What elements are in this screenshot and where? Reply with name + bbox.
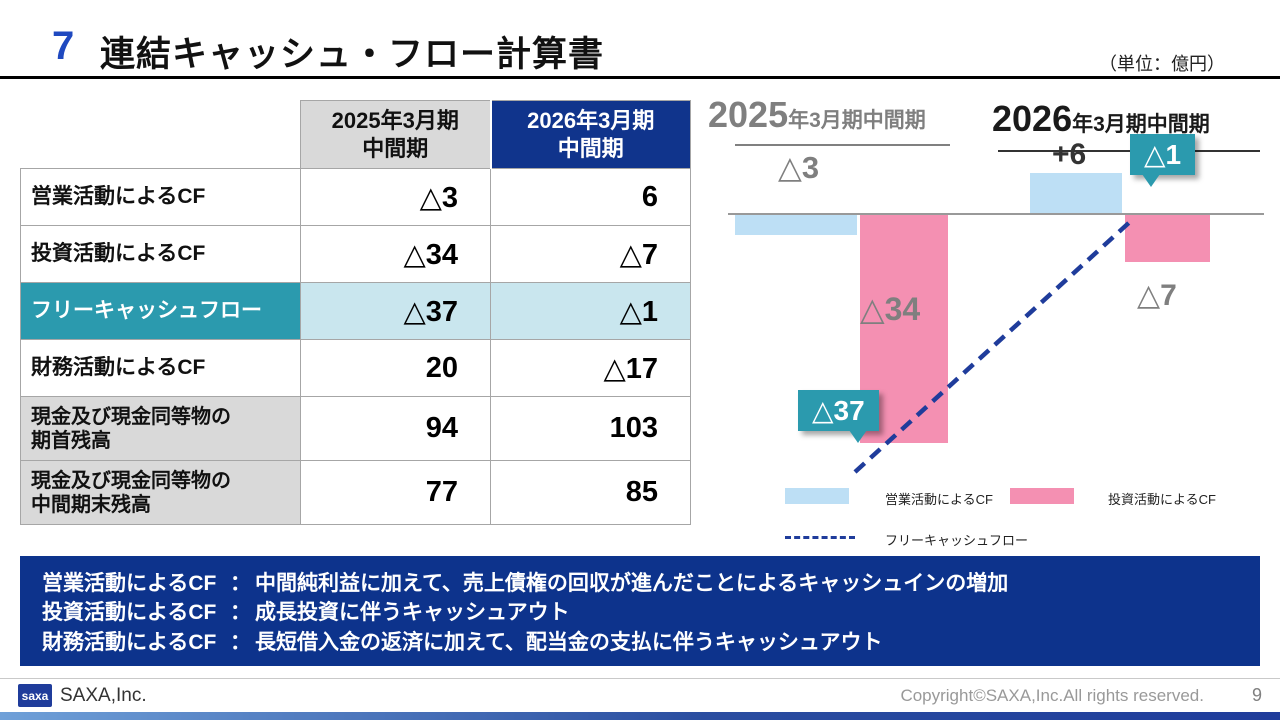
- row-value-2026: △17: [490, 339, 691, 397]
- bar-operating-2025: [735, 215, 857, 235]
- table-row-cash-beginning: 現金及び現金同等物の 期首残高 94 103: [20, 396, 691, 461]
- page-title: 連結キャッシュ・フロー計算書: [100, 35, 605, 74]
- note-text: 中間純利益に加えて、売上債権の回収が進んだことによるキャッシュインの増加: [255, 572, 1009, 595]
- label-operating-2026: +6: [1052, 138, 1087, 171]
- note-line-operating: 営業活動によるCF ： 中間純利益に加えて、売上債権の回収が進んだことによるキャ…: [42, 569, 1238, 598]
- callout-tail: [848, 430, 867, 443]
- legend-swatch-investing: [1010, 488, 1074, 504]
- callout-fcf-2025-value: △37: [812, 395, 865, 426]
- legend-label-fcf: フリーキャッシュフロー: [885, 533, 1029, 548]
- copyright-text: Copyright©SAXA,Inc.All rights reserved.: [900, 685, 1204, 705]
- note-text: 成長投資に伴うキャッシュアウト: [255, 601, 570, 625]
- note-label: 財務活動によるCF: [42, 630, 217, 654]
- table-row-free-cash-flow: フリーキャッシュフロー △37 △1: [20, 282, 691, 340]
- unit-label: （単位：億円）: [1099, 54, 1225, 74]
- label-operating-2025: △3: [778, 150, 820, 185]
- label-investing-2026: △7: [1137, 279, 1177, 312]
- saxa-logo: saxa: [18, 684, 52, 707]
- table-row-operating-cf: 営業活動によるCF △3 6: [20, 168, 691, 226]
- callout-fcf-2026: △1: [1130, 134, 1196, 187]
- page-number: 9: [1251, 685, 1262, 705]
- note-line-financing: 財務活動によるCF ： 長短借入金の返済に加えて、配当金の支払に伴うキャッシュア…: [42, 628, 1238, 657]
- legend-label-investing: 投資活動によるCF: [1108, 492, 1216, 507]
- period-underline-2025: [735, 144, 950, 146]
- row-label: 現金及び現金同等物の 期首残高: [20, 396, 301, 461]
- note-separator: ：: [230, 572, 251, 595]
- table-row-cash-ending: 現金及び現金同等物の 中間期末残高 77 85: [20, 460, 691, 525]
- row-value-2025: 94: [300, 396, 491, 461]
- bar-investing-2026: [1125, 215, 1210, 262]
- row-value-2026: △7: [490, 225, 691, 283]
- row-value-2026: 103: [490, 396, 691, 461]
- row-label: 営業活動によるCF: [20, 168, 301, 226]
- cash-flow-table: 2025年3月期 中間期 2026年3月期 中間期 営業活動によるCF △3 6…: [20, 100, 691, 525]
- row-label: 財務活動によるCF: [20, 339, 301, 397]
- row-label: 現金及び現金同等物の 中間期末残高: [20, 460, 301, 525]
- table-row-investing-cf: 投資活動によるCF △34 △7: [20, 225, 691, 283]
- period-suffix: 年3月期中間期: [1072, 113, 1210, 136]
- period-year: 2026: [992, 98, 1073, 139]
- table-header-2026: 2026年3月期 中間期: [489, 100, 691, 169]
- callout-fcf-2025: △37: [798, 390, 879, 443]
- row-value-2026: △1: [490, 282, 691, 340]
- row-value-2025: △3: [300, 168, 491, 226]
- row-label: フリーキャッシュフロー: [20, 282, 301, 340]
- table-corner-cell: [20, 100, 301, 169]
- slide-number-badge: 7: [52, 24, 75, 68]
- period-suffix: 年3月期中間期: [788, 109, 926, 132]
- title-divider: [0, 76, 1280, 79]
- legend-swatch-operating: [785, 488, 849, 504]
- note-line-investing: 投資活動によるCF ： 成長投資に伴うキャッシュアウト: [42, 598, 1238, 627]
- period-underline-2026: [998, 150, 1260, 152]
- note-text: 長短借入金の返済に加えて、配当金の支払に伴うキャッシュアウト: [255, 630, 883, 654]
- company-name: SAXA,Inc.: [60, 684, 147, 706]
- table-header-row: 2025年3月期 中間期 2026年3月期 中間期: [20, 100, 691, 169]
- row-value-2025: △37: [300, 282, 491, 340]
- note-separator: ：: [230, 630, 251, 654]
- legend-swatch-fcf-dashed: [785, 536, 855, 539]
- note-label: 投資活動によるCF: [42, 601, 217, 625]
- table-row-financing-cf: 財務活動によるCF 20 △17: [20, 339, 691, 397]
- row-value-2026: 85: [490, 460, 691, 525]
- legend-label-operating: 営業活動によるCF: [885, 492, 993, 507]
- notes-box: 営業活動によるCF ： 中間純利益に加えて、売上債権の回収が進んだことによるキャ…: [20, 556, 1260, 666]
- row-value-2025: △34: [300, 225, 491, 283]
- zero-axis-line: [728, 213, 1264, 215]
- cash-flow-chart: 2025年3月期中間期 2026年3月期中間期 △3 △34 +6 △7 △37…: [700, 92, 1278, 554]
- table-header-2025: 2025年3月期 中間期: [300, 100, 491, 169]
- row-value-2025: 77: [300, 460, 491, 525]
- bar-operating-2026: [1030, 173, 1122, 213]
- row-value-2026: 6: [490, 168, 691, 226]
- period-year: 2025: [708, 94, 789, 135]
- callout-tail: [1142, 174, 1160, 187]
- footer: saxa SAXA,Inc. Copyright©SAXA,Inc.All ri…: [0, 678, 1280, 712]
- bottom-accent-bar: [0, 712, 1280, 720]
- row-value-2025: 20: [300, 339, 491, 397]
- chart-period-2025: 2025年3月期中間期: [708, 94, 926, 136]
- chart-period-2026: 2026年3月期中間期: [992, 98, 1210, 140]
- note-label: 営業活動によるCF: [42, 572, 217, 595]
- row-label: 投資活動によるCF: [20, 225, 301, 283]
- callout-fcf-2026-value: △1: [1144, 139, 1182, 170]
- label-investing-2025: △34: [860, 291, 921, 327]
- note-separator: ：: [230, 601, 251, 625]
